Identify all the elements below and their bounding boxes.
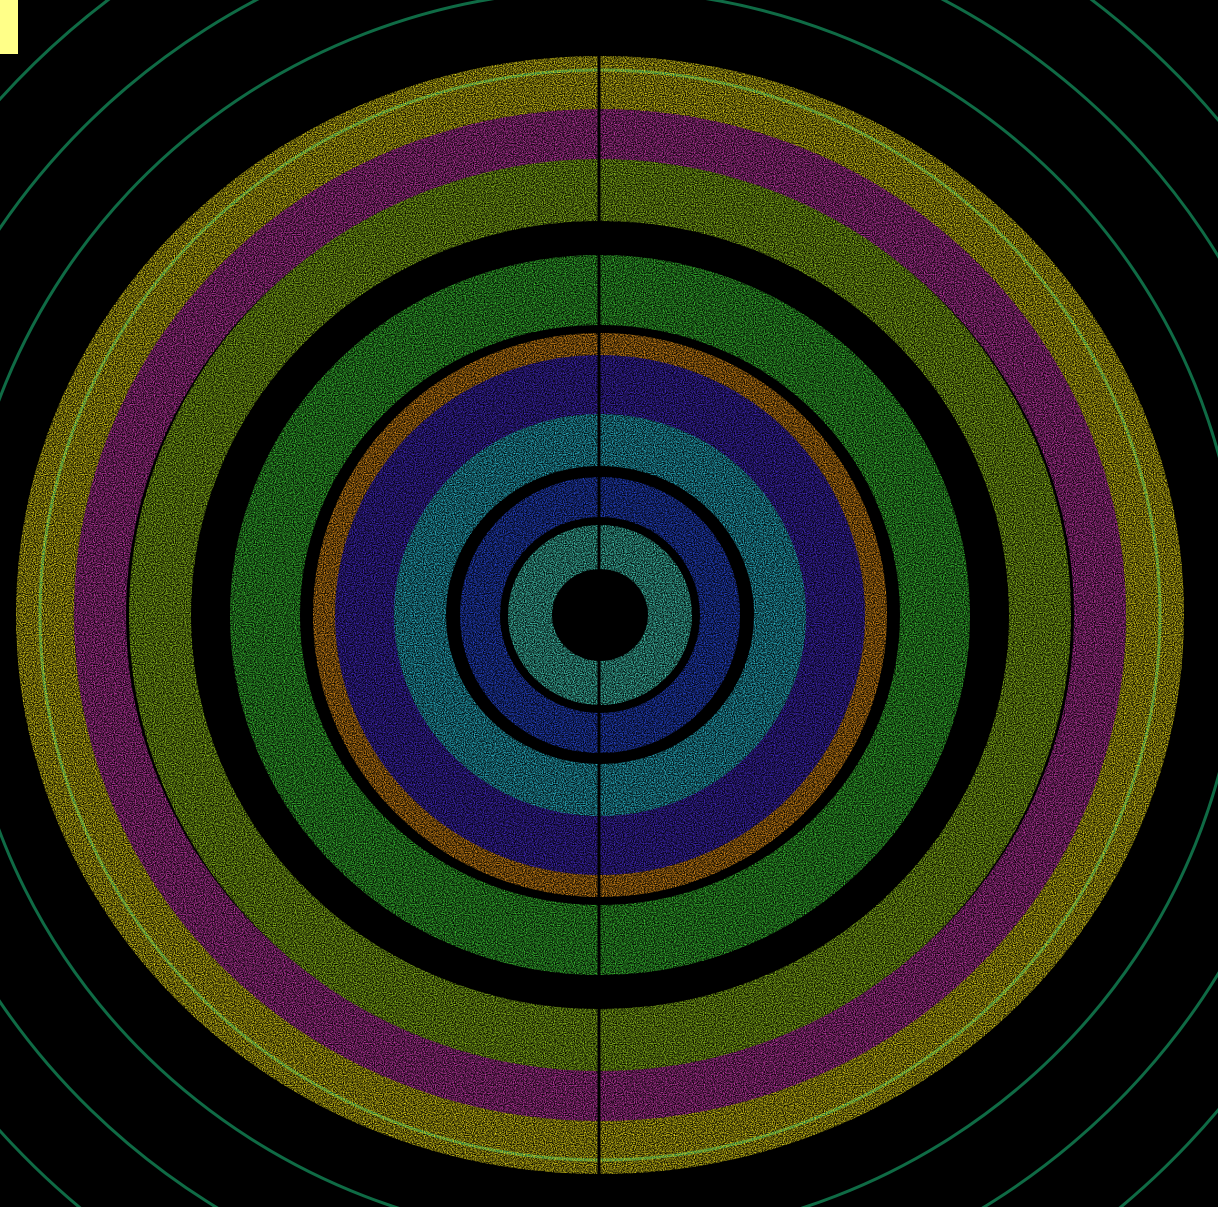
corner-yellow-swatch: [0, 0, 18, 54]
